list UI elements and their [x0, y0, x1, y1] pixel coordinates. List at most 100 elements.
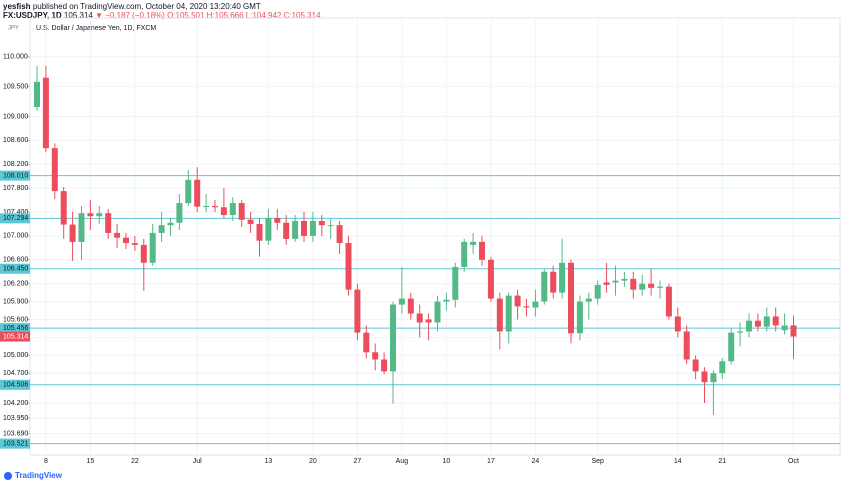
candle-body: [78, 213, 85, 242]
price-label-box: [0, 263, 30, 274]
candle-body: [523, 306, 530, 308]
price-label: 108.010: [3, 172, 28, 179]
candle-body: [42, 77, 49, 149]
candle-body: [746, 320, 752, 332]
x-tick-label: 15: [87, 458, 95, 465]
y-tick-label: 103.950: [3, 415, 28, 422]
candle-body: [327, 225, 334, 227]
candle-body: [265, 217, 272, 241]
x-tick-label: Jul: [193, 458, 202, 465]
candle-body: [140, 244, 147, 263]
candle-body: [479, 241, 485, 260]
candle-body: [363, 332, 370, 353]
candle-body: [398, 298, 405, 305]
candle-body: [621, 278, 628, 281]
y-tick-label: 108.200: [3, 161, 28, 168]
candle-body: [443, 299, 450, 302]
price-label: 106.450: [3, 266, 28, 273]
symbol: FX:USDJPY, 1D: [3, 11, 62, 20]
candle-body: [381, 359, 388, 372]
candle-body: [60, 191, 67, 225]
x-tick-label: 14: [674, 458, 682, 465]
candle-body: [390, 304, 396, 372]
ohlc: O:105.501 H:105.666 L:104.942 C:105.314: [167, 11, 321, 20]
price-label: 105.456: [3, 325, 28, 332]
candle-body: [292, 220, 299, 239]
candle-body: [790, 325, 797, 337]
candle-body: [701, 371, 708, 383]
candle-body: [318, 220, 325, 226]
candle-body: [158, 225, 165, 233]
candle-body: [407, 298, 414, 314]
published: published on TradingView.com, October 04…: [32, 2, 261, 11]
candle-body: [203, 206, 210, 208]
y-tick-label: 104.200: [3, 400, 28, 407]
candle-body: [336, 225, 343, 244]
candle-body: [719, 361, 726, 374]
candle-body: [754, 320, 761, 327]
y-tick-label: 103.690: [3, 430, 28, 437]
candle-body: [96, 213, 103, 217]
publish-line: yesfish published on TradingView.com, Oc…: [3, 2, 321, 11]
candle-body: [416, 313, 423, 323]
candle-body: [532, 301, 539, 308]
candle-body: [514, 295, 521, 307]
candle-body: [763, 316, 770, 327]
candle-body: [354, 289, 361, 333]
candle-body: [309, 220, 316, 236]
candle-body: [710, 373, 717, 383]
y-tick-label: 106.600: [3, 257, 28, 264]
y-tick-label: 105.900: [3, 298, 28, 305]
price-label: 107.294: [3, 215, 28, 222]
candle-body: [212, 206, 218, 208]
candle-body: [149, 232, 156, 263]
y-tick-label: 108.600: [3, 137, 28, 144]
candle-body: [612, 280, 619, 283]
candle-body: [648, 283, 655, 288]
last-price-label: 105.314: [3, 333, 28, 340]
author: yesfish: [3, 2, 31, 11]
candle-body: [630, 278, 637, 290]
candle-body: [461, 241, 468, 267]
x-tick-label: Aug: [396, 458, 409, 465]
candle-body: [34, 81, 40, 107]
y-tick-label: 105.000: [3, 352, 28, 359]
candle-body: [550, 271, 557, 293]
change: ▼ −0.187 (−0.18%): [95, 11, 165, 20]
candle-body: [452, 266, 459, 300]
candle-body: [541, 271, 548, 302]
price-label-box: [0, 213, 30, 224]
price-label-box: [0, 323, 30, 334]
y-tick-label: 107.400: [3, 209, 28, 216]
candle-body: [603, 282, 610, 285]
candle-body: [568, 262, 574, 334]
last-price-box: [0, 331, 30, 342]
candle-body: [781, 325, 788, 331]
x-tick-label: 27: [354, 458, 362, 465]
candle-body: [283, 222, 290, 239]
candle-body: [639, 283, 646, 290]
candle-body: [728, 332, 735, 362]
candle-body: [496, 298, 503, 332]
candle-body: [301, 220, 307, 236]
x-tick-label: 22: [131, 458, 139, 465]
candle-body: [559, 262, 566, 293]
candle-body: [229, 203, 236, 216]
price-label-box: [0, 170, 30, 181]
candle-body: [185, 179, 192, 204]
price-label-box: [0, 438, 30, 449]
chart-title: U.S. Dollar / Japanese Yen, 1D, FXCM: [36, 25, 156, 32]
candle-body: [105, 213, 112, 233]
quote-line: FX:USDJPY, 1D 105.314 ▼ −0.187 (−0.18%) …: [3, 11, 321, 20]
candle-body: [585, 298, 592, 302]
logo: [4, 472, 12, 480]
candle-body: [131, 243, 138, 245]
candle-body: [487, 259, 494, 299]
y-tick-label: 107.000: [3, 233, 28, 240]
x-tick-label: Sep: [591, 458, 604, 465]
candle-body: [665, 286, 672, 317]
last: 105.314: [63, 11, 93, 20]
candle-body: [576, 301, 583, 334]
candle-body: [274, 217, 281, 223]
